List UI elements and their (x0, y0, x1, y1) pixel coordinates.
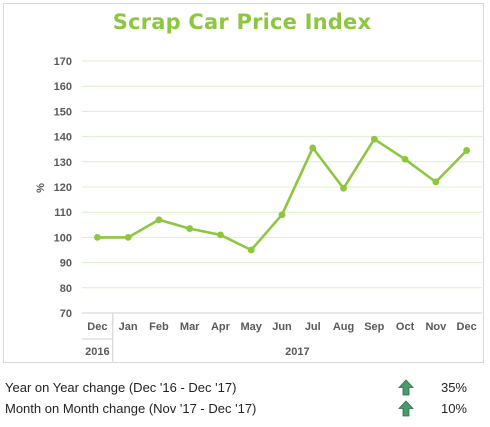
year-group-label: 2016 (85, 346, 109, 358)
data-point (463, 147, 471, 154)
up-arrow-icon (398, 379, 414, 396)
stat-value: 35% (440, 380, 467, 395)
y-tick-label: 80 (60, 283, 72, 295)
data-point (247, 246, 255, 254)
x-tick-label: Dec (87, 321, 107, 333)
series-line (96, 137, 468, 252)
y-tick-label: 130 (54, 157, 72, 169)
y-tick-label: 160 (54, 81, 72, 93)
x-tick-label: Nov (425, 321, 447, 333)
chart-frame (3, 3, 484, 363)
data-point (370, 135, 378, 143)
x-tick-label: Jul (305, 321, 321, 333)
stat-label: Month on Month change (Nov '17 - Dec '17… (5, 401, 257, 416)
data-point (93, 234, 101, 241)
x-tick-label: Jan (119, 321, 138, 333)
y-axis-label: % (35, 183, 47, 193)
gridlines (82, 60, 482, 314)
x-tick-label: Aug (333, 321, 354, 333)
y-tick-label: 170 (54, 56, 72, 68)
x-tick-label: Apr (211, 321, 231, 333)
up-arrow-icon (398, 400, 414, 417)
year-group-label: 2017 (285, 346, 309, 358)
line-chart: 70 80 90 100 110 120 130 140 150 160 170 Dec Jan Feb M… (35, 56, 482, 362)
y-tick-label: 140 (54, 132, 72, 144)
data-point (340, 184, 347, 192)
x-tick-label: Oct (396, 321, 415, 333)
series (96, 137, 468, 252)
data-point (217, 231, 224, 239)
x-tick-label: Mar (180, 321, 200, 333)
stat-value: 10% (440, 401, 467, 416)
x-tick-label: Sep (364, 321, 384, 333)
y-tick-label: 150 (54, 106, 72, 118)
data-points (93, 135, 471, 254)
y-tick-label: 90 (60, 258, 72, 270)
y-tick-label: 100 (54, 232, 72, 244)
y-tick-label: 120 (54, 182, 72, 194)
data-point (309, 144, 317, 152)
data-point (401, 155, 409, 163)
data-point (278, 211, 286, 219)
data-point (186, 225, 194, 232)
y-tick-label: 110 (54, 207, 72, 219)
data-point (432, 178, 440, 186)
x-tick-label: Dec (457, 321, 477, 333)
stat-label: Year on Year change (Dec '16 - Dec '17) (5, 380, 237, 395)
chart-title: Scrap Car Price Index (112, 10, 372, 34)
y-tick-label: 70 (60, 308, 72, 320)
data-point (124, 234, 132, 241)
axes: 70 80 90 100 110 120 130 140 150 160 170 Dec Jan Feb M… (54, 56, 482, 362)
x-tick-label: May (241, 321, 263, 333)
x-tick-label: Jun (272, 321, 292, 333)
data-point (155, 216, 163, 224)
x-tick-label: Feb (149, 321, 169, 333)
